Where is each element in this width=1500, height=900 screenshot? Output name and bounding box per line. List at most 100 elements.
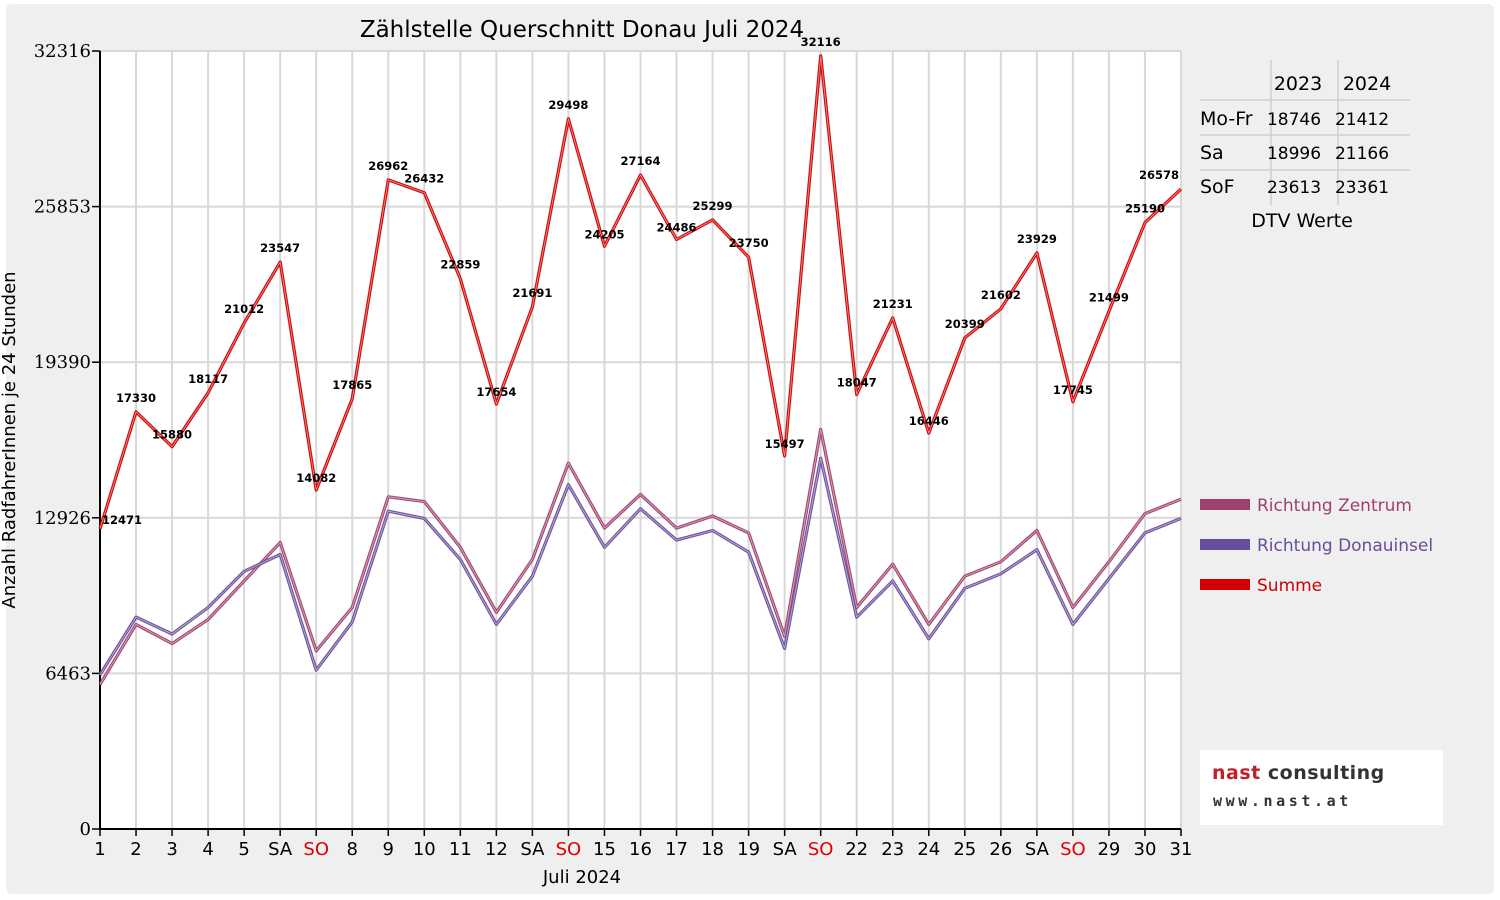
data-labels: 12471 17330 15880 18117 21012 23547 14082 17865… (102, 35, 1179, 527)
data-label: 23750 (729, 236, 769, 250)
x-tick-label: 30 (1134, 839, 1157, 860)
x-tick-label: 22 (845, 839, 868, 860)
data-label: 18117 (188, 372, 228, 386)
series-line-richtung-donauinsel-highlight (99, 457, 1182, 676)
dtv-value-2023: 18746 (1267, 110, 1321, 130)
y-tick-label: 32316 (34, 41, 91, 62)
data-label: 24486 (657, 221, 697, 235)
x-tick-label: SA (268, 839, 293, 860)
x-tick-label: 17 (665, 839, 688, 860)
dtv-row-label: Sa (1200, 142, 1224, 164)
y-tick-label: 25853 (34, 197, 91, 218)
x-tick-label: 25 (953, 839, 976, 860)
dtv-row-label: SoF (1200, 176, 1235, 198)
data-label: 29498 (548, 98, 588, 112)
data-label: 26578 (1139, 168, 1179, 182)
x-tick-label: 26 (989, 839, 1012, 860)
data-label: 14082 (296, 471, 336, 485)
x-tick-label: SO (556, 839, 582, 860)
x-tick-label: 31 (1170, 839, 1193, 860)
dtv-header-2023: 2023 (1274, 73, 1322, 95)
data-label: 27164 (620, 154, 660, 168)
x-tick-label: 9 (383, 839, 394, 860)
x-tick-label: 8 (347, 839, 358, 860)
y-tick-label: 0 (80, 819, 91, 840)
data-label: 17654 (476, 385, 516, 399)
data-label: 15880 (152, 428, 192, 442)
x-tick-label: SO (808, 839, 834, 860)
x-tick-label: 24 (917, 839, 940, 860)
logo-name: nast consulting (1212, 762, 1385, 784)
legend-entry: Richtung Donauinsel (1257, 536, 1433, 556)
x-tick-label: 29 (1097, 839, 1120, 860)
x-tick-label: 16 (629, 839, 652, 860)
legend-entry: Richtung Zentrum (1257, 496, 1412, 516)
x-tick-label: 12 (485, 839, 508, 860)
x-tick-label: 15 (593, 839, 616, 860)
data-label: 21231 (873, 297, 913, 311)
data-label: 17330 (116, 391, 156, 405)
dtv-value-2024: 21166 (1335, 144, 1389, 164)
series-line-richtung-zentrum-highlight (99, 428, 1182, 685)
grid-lines (99, 50, 1182, 829)
data-label: 17865 (332, 378, 372, 392)
data-label: 25299 (693, 199, 733, 213)
dtv-table: 2023 2024 Mo-Fr 18746 21412 Sa 18996 21166 SoF 23… (1200, 60, 1410, 232)
legend-swatch (1200, 579, 1250, 590)
logo-url: www.nast.at (1213, 792, 1352, 810)
data-label: 16446 (909, 414, 949, 428)
dtv-value-2023: 18996 (1267, 144, 1321, 164)
data-label: 23547 (260, 241, 300, 255)
dtv-value-2023: 23613 (1267, 178, 1321, 198)
x-tick-label: 1 (94, 839, 105, 860)
data-label: 15497 (765, 437, 805, 451)
x-tick-label: SA (1025, 839, 1050, 860)
data-label: 20399 (945, 317, 985, 331)
series-line-summe-highlight (99, 55, 1182, 529)
data-label: 12471 (102, 513, 142, 527)
x-tick-label: SO (303, 839, 329, 860)
x-tick-label: 2 (130, 839, 141, 860)
x-tick-label: 3 (166, 839, 177, 860)
chart-title: Zählstelle Querschnitt Donau Juli 2024 (360, 17, 804, 43)
x-tick-label: 23 (881, 839, 904, 860)
data-label: 26432 (404, 172, 444, 186)
x-tick-label: 4 (202, 839, 213, 860)
logo-name-part1: nast (1212, 762, 1261, 784)
x-tick-label: 19 (737, 839, 760, 860)
dtv-value-2024: 23361 (1335, 178, 1389, 198)
y-axis-label: Anzahl RadfahrerInnen je 24 Stunden (0, 271, 20, 608)
logo-name-part2: consulting (1267, 762, 1385, 784)
data-label: 21012 (224, 302, 264, 316)
x-tick-label: 18 (701, 839, 724, 860)
x-tick-label: 5 (238, 839, 249, 860)
y-tick-label: 19390 (34, 352, 91, 373)
data-label: 25190 (1125, 202, 1165, 216)
data-label: 32116 (801, 35, 841, 49)
x-tick-label: SA (773, 839, 798, 860)
nast-consulting-logo: nast consulting www.nast.at (1200, 750, 1443, 825)
data-label: 26962 (368, 159, 408, 173)
dtv-row-label: Mo-Fr (1200, 108, 1253, 130)
data-label: 24205 (584, 227, 624, 241)
dtv-header-2024: 2024 (1343, 73, 1391, 95)
data-label: 23929 (1017, 232, 1057, 246)
data-label: 21499 (1089, 290, 1129, 304)
legend: Richtung Zentrum Richtung Donauinsel Summe (1200, 496, 1433, 596)
x-tick-label: 11 (449, 839, 472, 860)
legend-swatch (1200, 499, 1250, 510)
y-tick-label: 12926 (34, 508, 91, 529)
dtv-value-2024: 21412 (1335, 110, 1389, 130)
legend-swatch (1200, 539, 1250, 550)
data-label: 21691 (512, 286, 552, 300)
data-label: 17745 (1053, 383, 1093, 397)
x-axis-label: Juli 2024 (542, 867, 621, 888)
data-label: 21602 (981, 288, 1021, 302)
data-label: 18047 (837, 376, 877, 390)
x-tick-label: SA (520, 839, 545, 860)
legend-entry: Summe (1257, 576, 1322, 596)
data-label: 22859 (440, 258, 480, 272)
x-tick-label: SO (1060, 839, 1086, 860)
